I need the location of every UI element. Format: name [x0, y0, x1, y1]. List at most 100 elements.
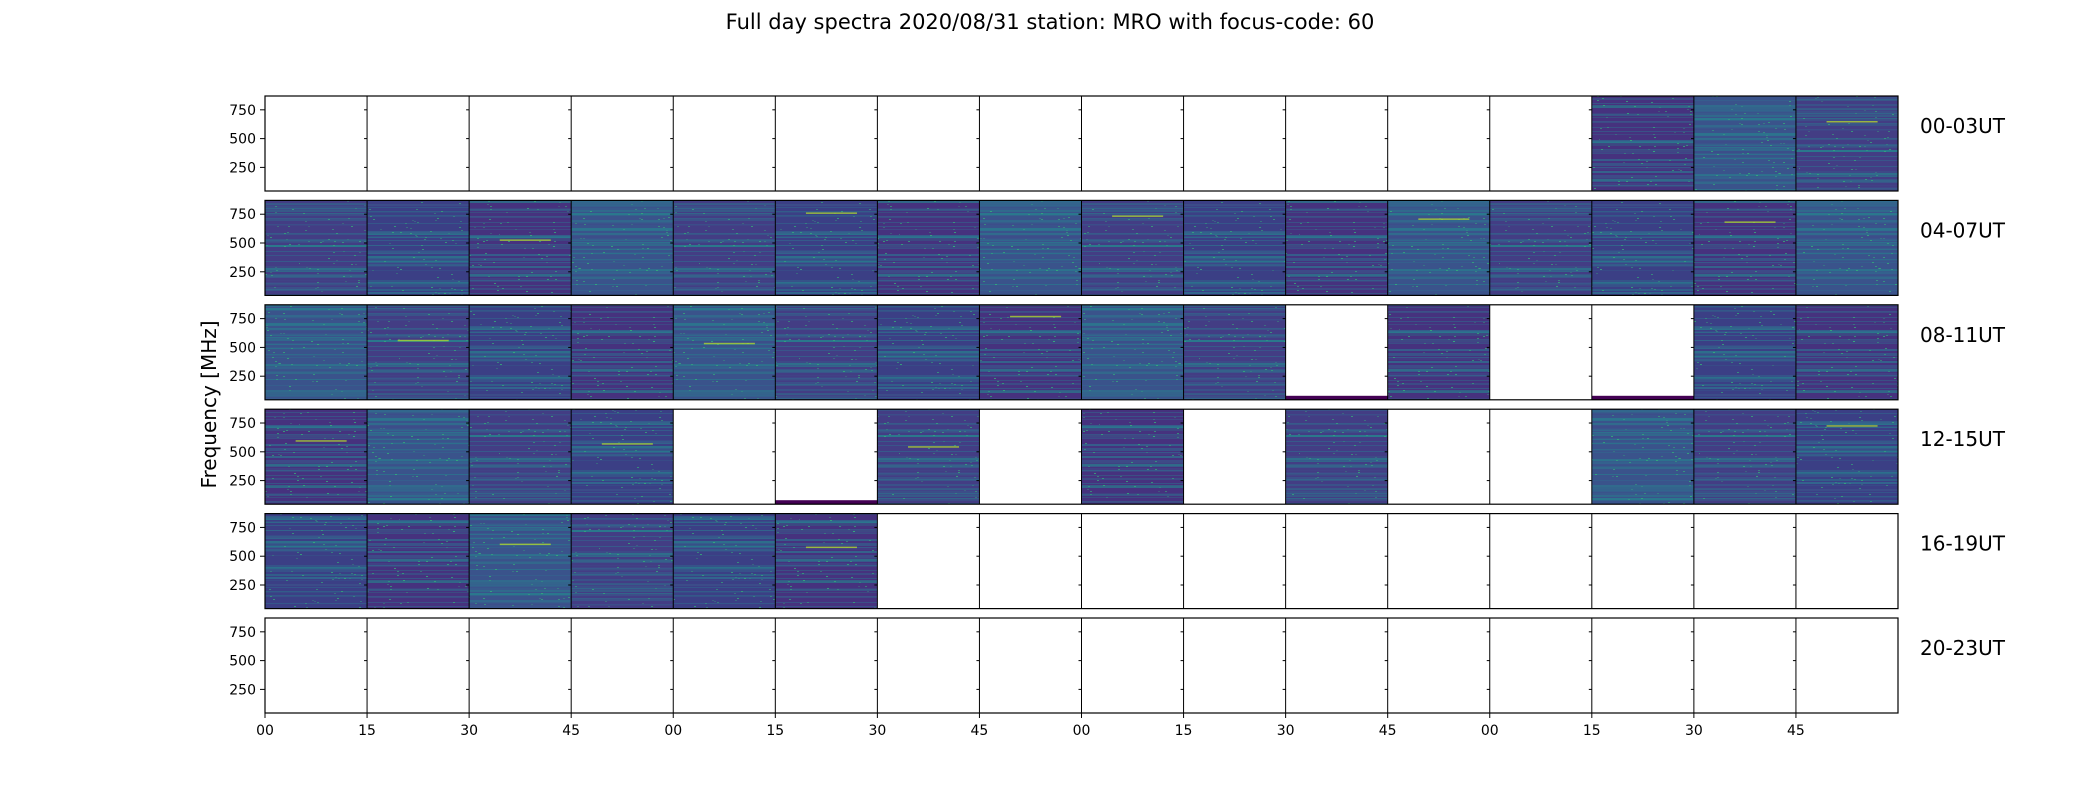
y-tick-label: 500 [229, 236, 256, 252]
y-tick-label: 250 [229, 682, 256, 698]
y-tick-label: 750 [229, 103, 256, 119]
rfi-line-r2-c1 [397, 339, 449, 342]
spectrum-panel-r2-c0 [265, 304, 368, 400]
x-tick-label: 30 [460, 723, 478, 739]
spectrum-sliver-r2-c13 [1591, 395, 1694, 400]
y-tick-label: 250 [229, 265, 256, 281]
row-frame-4 [264, 512, 1899, 610]
spectrum-panel-r1-c7 [979, 200, 1082, 296]
rfi-line-r1-c2 [499, 239, 551, 241]
spectrum-panel-r2-c2 [469, 304, 572, 400]
y-tick-label: 250 [229, 160, 256, 176]
y-tick-label: 500 [229, 445, 256, 461]
x-tick-label: 15 [1583, 723, 1601, 739]
x-tick-label: 45 [1787, 723, 1805, 739]
spectrum-panel-r2-c15 [1795, 304, 1898, 400]
row-label-4: 16-19UT [1920, 532, 2006, 556]
spectrum-panel-r1-c14 [1693, 200, 1796, 296]
y-tick-label: 500 [229, 549, 256, 565]
row-label-3: 12-15UT [1920, 427, 2006, 451]
spectrum-panel-r3-c3 [571, 409, 674, 505]
spectrum-sliver-r2-c10 [1285, 395, 1388, 400]
row-frame-3 [264, 408, 1899, 505]
row-label-2: 08-11UT [1920, 323, 2006, 347]
spectrum-panel-r3-c6 [877, 409, 980, 505]
y-tick-label: 750 [229, 312, 256, 328]
y-tick-label: 250 [229, 369, 256, 385]
rfi-line-r4-c2 [499, 543, 551, 546]
spectrum-panel-r4-c3 [571, 513, 674, 609]
y-axis-label: Frequency [MHz] [197, 320, 221, 488]
rfi-line-r1-c8 [1112, 215, 1164, 217]
spectrum-panel-r2-c7 [979, 304, 1082, 400]
rfi-line-r2-c4 [703, 342, 755, 345]
spectrum-panel-r1-c15 [1795, 200, 1898, 296]
spectrum-panel-r2-c1 [367, 304, 470, 400]
spectrum-panel-r3-c2 [469, 409, 572, 505]
y-tick-label: 750 [229, 207, 256, 223]
x-tick-label: 45 [971, 723, 989, 739]
row-frame-0 [264, 95, 1899, 192]
y-tick-label: 750 [229, 625, 256, 641]
spectrum-panel-r2-c3 [571, 304, 674, 400]
spectrum-panel-r1-c1 [367, 200, 470, 296]
x-tick-label: 00 [1481, 723, 1499, 739]
x-tick-label: 30 [868, 723, 886, 739]
spectrum-panel-r3-c1 [367, 409, 470, 505]
spectrum-panel-r2-c14 [1693, 304, 1796, 400]
spectrum-panel-r1-c12 [1489, 200, 1592, 296]
spectrum-panel-r3-c8 [1081, 409, 1184, 505]
rfi-line-r1-c14 [1724, 221, 1776, 223]
spectrum-sliver-r3-c5 [775, 500, 878, 505]
spectrum-panel-r4-c0 [265, 513, 368, 609]
rfi-line-r3-c6 [907, 446, 960, 448]
spectrum-panel-r2-c4 [673, 304, 776, 400]
chart-title: Full day spectra 2020/08/31 station: MRO… [725, 10, 1375, 34]
spectrum-panel-r2-c11 [1387, 304, 1490, 400]
spectrum-panel-r1-c8 [1081, 200, 1184, 296]
spectrum-panel-r1-c3 [571, 200, 674, 296]
rfi-line-r2-c7 [1010, 315, 1062, 318]
spectrum-panel-r1-c6 [877, 200, 980, 296]
x-tick-label: 15 [766, 723, 784, 739]
spectrum-panel-r2-c9 [1183, 304, 1286, 400]
row-label-0: 00-03UT [1920, 114, 2006, 138]
spectrum-panel-r1-c5 [775, 200, 878, 296]
y-tick-label: 750 [229, 416, 256, 432]
spectrum-panel-r1-c11 [1387, 200, 1490, 296]
y-tick-label: 500 [229, 654, 256, 670]
y-tick-label: 750 [229, 520, 256, 536]
row-frame-2 [264, 304, 1899, 401]
row-label-5: 20-23UT [1920, 636, 2006, 660]
spectrum-panel-r3-c14 [1693, 409, 1796, 505]
x-tick-label: 15 [1175, 723, 1193, 739]
x-tick-label: 00 [664, 723, 682, 739]
y-tick-label: 250 [229, 474, 256, 490]
spectrum-panel-r1-c0 [265, 200, 368, 296]
spectrum-panel-r0-c14 [1693, 96, 1796, 191]
spectrum-panel-r1-c4 [673, 200, 776, 296]
spectrum-panel-r2-c8 [1081, 304, 1184, 400]
x-tick-label: 30 [1685, 723, 1703, 739]
rfi-line-r3-c0 [295, 440, 347, 442]
spectrum-panel-r0-c13 [1591, 96, 1694, 191]
rfi-line-r3-c15 [1826, 425, 1878, 427]
rfi-line-r3-c3 [601, 443, 653, 445]
spectrum-panel-r3-c13 [1591, 409, 1694, 505]
row-frame-1 [264, 199, 1899, 296]
rfi-line-r4-c5 [805, 546, 857, 549]
spectrum-panel-r4-c5 [775, 513, 878, 609]
spectrum-panel-r1-c13 [1591, 200, 1694, 296]
spectrum-panel-r1-c10 [1285, 200, 1388, 296]
x-tick-label: 00 [1073, 723, 1091, 739]
y-tick-label: 500 [229, 132, 256, 148]
spectrum-panel-r2-c5 [775, 304, 878, 400]
y-tick-label: 250 [229, 578, 256, 594]
spectrum-panel-r4-c4 [673, 513, 776, 609]
rfi-line-r1-c5 [805, 212, 857, 214]
spectrum-panel-r1-c9 [1183, 200, 1286, 296]
spectrum-panel-r4-c1 [367, 513, 470, 609]
rfi-line-r0-c15 [1826, 121, 1878, 123]
spectrum-panel-r4-c2 [469, 513, 572, 609]
x-tick-label: 15 [358, 723, 376, 739]
